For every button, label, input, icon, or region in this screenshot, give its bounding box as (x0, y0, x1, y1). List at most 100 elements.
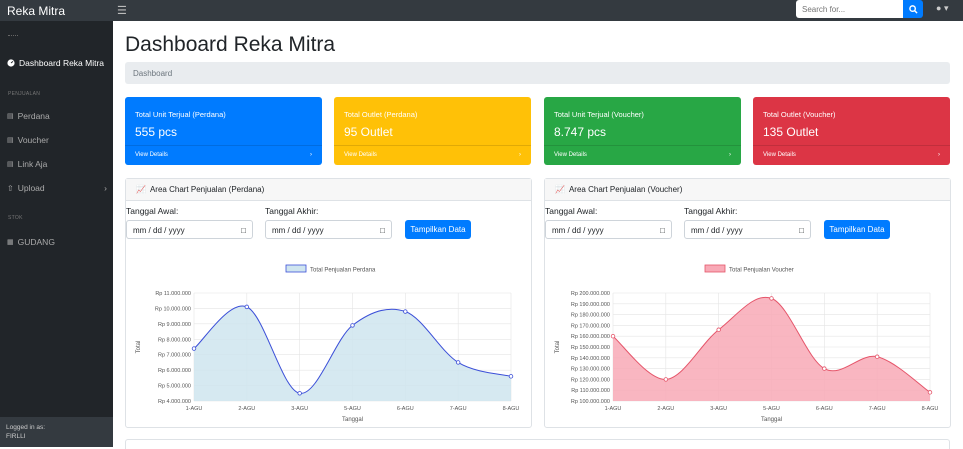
user-menu-button[interactable]: ● ▾ (936, 3, 949, 13)
sidebar-section-heading: PENJUALAN (8, 91, 41, 97)
dashboard-icon (7, 59, 15, 67)
sidebar-item-label: GUDANG (17, 237, 55, 247)
data-point (350, 323, 355, 328)
card-value: 8.747 pcs (554, 125, 607, 139)
y-tick-label: Rp 7.000.000 (158, 353, 191, 359)
view-details-link[interactable]: View Details › (334, 145, 531, 165)
user-icon: ● (936, 3, 942, 13)
sidebar-section-heading: STOK (8, 215, 23, 221)
legend-swatch (704, 264, 726, 273)
end-date-label: Tanggal Akhir: (265, 206, 319, 216)
y-tick-label: Rp 8.000.000 (158, 337, 191, 343)
date-placeholder: mm / dd / yyyy (552, 226, 604, 235)
start-date-label: Tanggal Awal: (545, 206, 598, 216)
link-label: View Details (763, 152, 796, 158)
data-point (716, 327, 721, 332)
chevron-right-icon: › (729, 152, 731, 158)
calendar-icon: □ (660, 226, 665, 235)
end-date-input[interactable]: mm / dd / yyyy □ (265, 220, 392, 239)
data-point (769, 296, 774, 301)
sidebar-item-dashboard[interactable]: Dashboard Reka Mitra (7, 58, 104, 68)
view-details-link[interactable]: View Details › (125, 145, 322, 165)
x-tick-label: 1-AGU (186, 406, 203, 412)
data-point (663, 377, 669, 382)
y-tick-label: Rp 170.000.000 (571, 323, 610, 329)
upload-icon: ⇧ (7, 183, 14, 193)
area-fill (194, 306, 511, 401)
data-point (403, 309, 408, 314)
y-tick-label: Rp 130.000.000 (571, 367, 610, 373)
view-details-link[interactable]: View Details › (753, 145, 950, 165)
chevron-right-icon: › (519, 152, 521, 158)
sidebar-item-upload[interactable]: ⇧ Upload › (7, 183, 107, 193)
x-axis-title: Tanggal (342, 417, 363, 423)
start-date-label: Tanggal Awal: (126, 206, 179, 216)
date-placeholder: mm / dd / yyyy (691, 226, 743, 235)
calendar-icon: □ (241, 226, 246, 235)
data-point (822, 366, 827, 371)
panel-header: 📈 Area Chart Penjualan (Perdana) (126, 179, 531, 201)
calendar-icon: □ (799, 226, 804, 235)
y-tick-label: Rp 5.000.000 (158, 384, 191, 390)
logged-in-label: Logged in as: (6, 424, 46, 431)
stat-card-perdana-outlets: Total Outlet (Perdana) 95 Outlet View De… (334, 97, 531, 165)
data-point (874, 354, 880, 359)
panel-title: Area Chart Penjualan (Voucher) (568, 185, 683, 194)
stat-card-perdana-units: Total Unit Terjual (Perdana) 555 pcs Vie… (125, 97, 322, 165)
view-details-link[interactable]: View Details › (544, 145, 741, 165)
y-tick-label: Rp 160.000.000 (571, 334, 610, 340)
breadcrumb-item[interactable]: Dashboard (133, 69, 173, 78)
sidebar-item-label: Dashboard Reka Mitra (19, 58, 105, 68)
sidebar-footer: Logged in as: FIRLLI (0, 417, 113, 447)
sidebar-item-label: Perdana (17, 111, 50, 121)
date-placeholder: mm / dd / yyyy (272, 226, 324, 235)
legend-swatch (285, 264, 307, 273)
breadcrumb: Dashboard (125, 62, 950, 84)
search-input[interactable] (796, 0, 903, 18)
show-data-button[interactable]: Tampilkan Data (405, 220, 471, 239)
card-value: 95 Outlet (344, 125, 393, 139)
chart-area-icon: 📈 (136, 185, 146, 194)
show-data-button[interactable]: Tampilkan Data (824, 220, 890, 239)
y-tick-label: Rp 190.000.000 (571, 302, 610, 308)
chart-area-icon: 📈 (555, 185, 565, 194)
logged-in-user: FIRLLI (6, 433, 26, 440)
data-point (508, 374, 514, 379)
y-tick-label: Rp 150.000.000 (571, 345, 610, 351)
start-date-input[interactable]: mm / dd / yyyy □ (126, 220, 253, 239)
page-title: Dashboard Reka Mitra (125, 33, 336, 56)
sidebar-divider (8, 35, 18, 36)
table-icon: ▦ (7, 239, 14, 246)
y-tick-label: Rp 10.000.000 (155, 306, 191, 312)
top-navbar: Reka Mitra ☰ ● ▾ (0, 0, 963, 21)
sidebar-item-gudang[interactable]: ▦ GUDANG (7, 237, 55, 247)
y-tick-label: Rp 9.000.000 (158, 322, 191, 328)
voucher-area-chart: Total Penjualan Voucher Rp 200.000.000 Rp … (555, 264, 939, 423)
link-label: View Details (554, 152, 587, 158)
folder-icon: ▤ (7, 113, 14, 120)
x-tick-label: 2-AGU (238, 406, 255, 412)
y-tick-label: Rp 6.000.000 (158, 368, 191, 374)
sidebar-item-voucher[interactable]: ▤ Voucher (7, 135, 49, 145)
end-date-input[interactable]: mm / dd / yyyy □ (684, 220, 811, 239)
sidebar-item-perdana[interactable]: ▤ Perdana (7, 111, 50, 121)
search-button[interactable] (903, 0, 923, 18)
y-tick-label: Rp 180.000.000 (571, 313, 610, 319)
data-point (610, 333, 616, 339)
chevron-right-icon: › (938, 152, 940, 158)
card-value: 135 Outlet (763, 125, 819, 139)
menu-icon[interactable]: ☰ (117, 5, 127, 17)
x-axis-title: Tanggal (761, 417, 782, 423)
folder-icon: ▤ (7, 161, 14, 168)
link-label: View Details (135, 152, 168, 158)
sidebar-item-link-aja[interactable]: ▤ Link Aja (7, 159, 47, 169)
start-date-input[interactable]: mm / dd / yyyy □ (545, 220, 672, 239)
card-title: Total Outlet (Perdana) (344, 110, 418, 119)
card-title: Total Outlet (Voucher) (763, 110, 836, 119)
x-tick-label: 3-AGU (291, 406, 308, 412)
sidebar-item-label: Upload (17, 183, 45, 193)
brand-logo[interactable]: Reka Mitra (7, 3, 66, 18)
perdana-area-chart: Total Penjualan Perdana Rp 11.000.000 Rp 1… (136, 264, 519, 423)
x-tick-label: 5-AGU (763, 406, 780, 412)
x-tick-label: 8-AGU (922, 406, 939, 412)
